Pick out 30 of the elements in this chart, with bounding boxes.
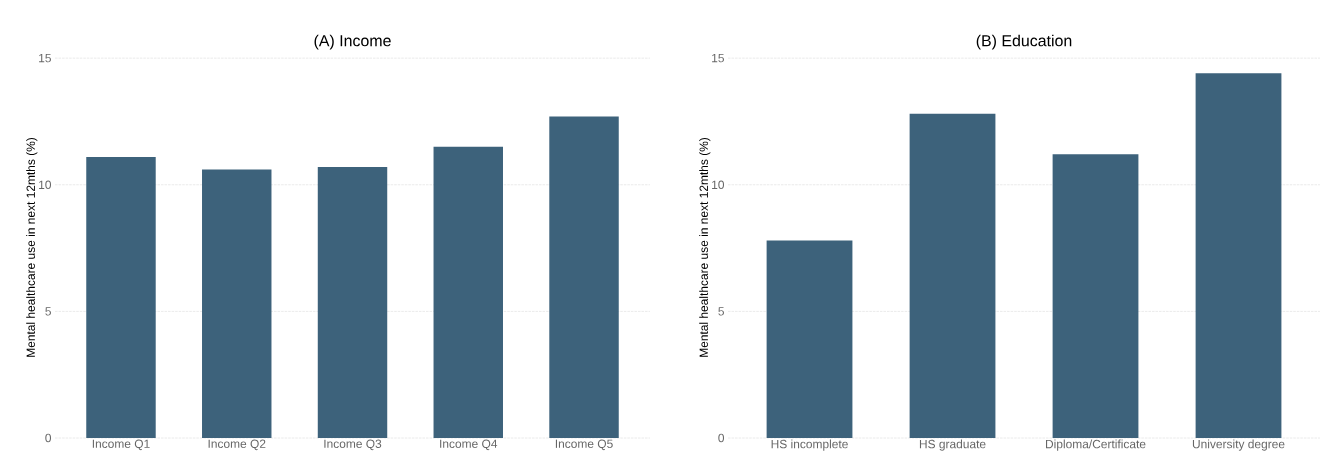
y-tick-label: 5 [718, 307, 724, 316]
chart-title: (A) Income [314, 34, 391, 50]
x-tick-label: Income Q4 [440, 439, 498, 451]
y-tick-label: 10 [712, 180, 725, 189]
x-tick-label: Income Q3 [324, 439, 382, 451]
y-tick-label: 5 [45, 307, 51, 316]
bar [1052, 154, 1139, 438]
bar [909, 113, 996, 438]
bar [433, 146, 503, 438]
bar [1195, 73, 1282, 438]
bar [317, 167, 388, 438]
y-tick-label: 0 [45, 433, 52, 443]
y-axis-title: Mental healthcare use in next 12mths (%) [26, 137, 38, 357]
x-tick-label: HS graduate [919, 439, 986, 451]
bar [766, 240, 853, 438]
x-tick-label: Income Q1 [92, 439, 150, 451]
y-tick-label: 15 [39, 53, 51, 63]
x-tick-label: Income Q2 [208, 439, 266, 451]
bar [86, 156, 156, 438]
chart-title: (B) Education [976, 34, 1072, 50]
bar [549, 116, 619, 438]
y-tick-label: 0 [718, 433, 725, 443]
x-tick-label: Diploma/Certificate [1046, 439, 1146, 451]
y-axis-title: Mental healthcare use in next 12mths (%) [699, 137, 711, 357]
x-tick-label: University degree [1192, 439, 1285, 451]
y-tick-label: 10 [39, 180, 52, 189]
y-tick-label: 15 [712, 53, 724, 63]
bar [202, 169, 272, 438]
x-tick-label: Income Q5 [555, 439, 613, 451]
x-tick-label: HS incomplete [771, 439, 848, 451]
